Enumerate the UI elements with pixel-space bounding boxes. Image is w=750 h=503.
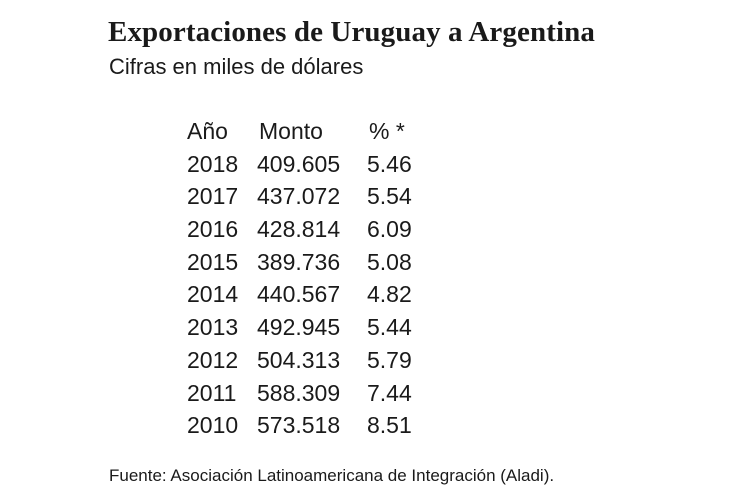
cell-amount: 440.567 bbox=[257, 281, 341, 308]
table-row: 2015 389.736 5.08 bbox=[187, 246, 439, 279]
table-row: 2013 492.945 5.44 bbox=[187, 311, 439, 344]
cell-percent: 5.54 bbox=[367, 183, 412, 210]
table-row: 2014 440.567 4.82 bbox=[187, 278, 439, 311]
cell-year: 2010 bbox=[187, 412, 239, 439]
column-header-percent: % * bbox=[369, 118, 405, 144]
column-header-year: Año bbox=[187, 118, 228, 144]
data-table: Año Monto % * 2018 409.605 5.46 2017 437… bbox=[187, 115, 439, 442]
cell-amount: 389.736 bbox=[257, 248, 341, 275]
cell-percent: 5.44 bbox=[367, 314, 412, 341]
cell-year: 2016 bbox=[187, 216, 239, 243]
source-note: Fuente: Asociación Latinoamericana de In… bbox=[109, 466, 555, 485]
cell-amount: 492.945 bbox=[257, 314, 341, 341]
cell-year: 2017 bbox=[187, 183, 239, 210]
cell-percent: 5.79 bbox=[367, 346, 412, 373]
table-row: 2011 588.309 7.44 bbox=[187, 377, 439, 410]
cell-year: 2018 bbox=[187, 150, 239, 177]
table-row: 2017 437.072 5.54 bbox=[187, 180, 439, 213]
cell-amount: 428.814 bbox=[257, 216, 341, 243]
cell-year: 2013 bbox=[187, 314, 239, 341]
cell-percent: 4.82 bbox=[367, 281, 412, 308]
cell-percent: 5.08 bbox=[367, 248, 412, 275]
cell-year: 2011 bbox=[187, 379, 237, 406]
chart-subtitle: Cifras en miles de dólares bbox=[109, 54, 364, 79]
column-header-amount: Monto bbox=[259, 118, 323, 144]
table-row: 2012 504.313 5.79 bbox=[187, 344, 439, 377]
table-row: 2018 409.605 5.46 bbox=[187, 148, 439, 181]
table-row: 2010 573.518 8.51 bbox=[187, 409, 439, 442]
cell-percent: 8.51 bbox=[367, 412, 412, 439]
cell-year: 2012 bbox=[187, 346, 239, 373]
chart-title: Exportaciones de Uruguay a Argentina bbox=[108, 16, 595, 48]
cell-amount: 504.313 bbox=[257, 346, 341, 373]
cell-amount: 437.072 bbox=[257, 183, 341, 210]
cell-percent: 6.09 bbox=[367, 216, 412, 243]
cell-amount: 588.309 bbox=[257, 379, 341, 406]
table-header-row: Año Monto % * bbox=[187, 115, 439, 148]
cell-amount: 573.518 bbox=[257, 412, 341, 439]
cell-percent: 5.46 bbox=[367, 150, 412, 177]
cell-year: 2015 bbox=[187, 248, 239, 275]
cell-amount: 409.605 bbox=[257, 150, 341, 177]
cell-year: 2014 bbox=[187, 281, 239, 308]
cell-percent: 7.44 bbox=[367, 379, 412, 406]
table-row: 2016 428.814 6.09 bbox=[187, 213, 439, 246]
